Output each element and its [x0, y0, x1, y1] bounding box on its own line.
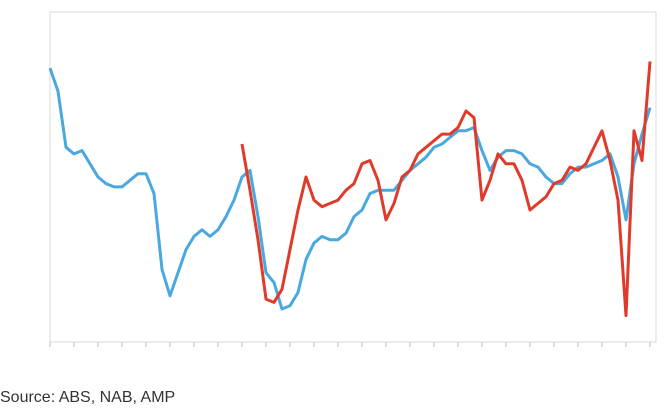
source-note: Source: ABS, NAB, AMP: [0, 389, 175, 406]
plot-frame: [49, 11, 657, 343]
series-line: [240, 61, 652, 318]
series-line: [48, 67, 652, 311]
